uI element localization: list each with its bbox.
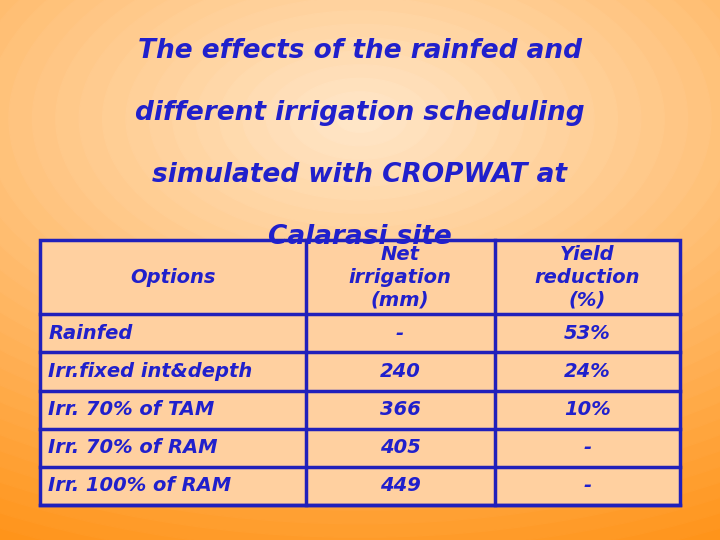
Ellipse shape <box>0 0 720 375</box>
Ellipse shape <box>337 105 384 132</box>
Ellipse shape <box>79 0 641 281</box>
Text: -: - <box>583 438 592 457</box>
Ellipse shape <box>173 11 547 227</box>
Text: Yield
reduction
(%): Yield reduction (%) <box>535 245 640 309</box>
Ellipse shape <box>32 0 688 308</box>
Ellipse shape <box>55 0 665 294</box>
Text: 10%: 10% <box>564 400 611 419</box>
Ellipse shape <box>313 92 407 146</box>
Ellipse shape <box>0 0 720 429</box>
Ellipse shape <box>150 0 571 240</box>
Text: 240: 240 <box>379 362 420 381</box>
Text: Rainfed: Rainfed <box>48 324 132 343</box>
Ellipse shape <box>289 78 431 159</box>
Ellipse shape <box>0 0 720 483</box>
Text: -: - <box>583 476 592 495</box>
Ellipse shape <box>102 0 618 267</box>
Ellipse shape <box>126 0 594 254</box>
Text: Net
irrigation
(mm): Net irrigation (mm) <box>348 245 451 309</box>
Ellipse shape <box>0 0 720 348</box>
Text: 24%: 24% <box>564 362 611 381</box>
Ellipse shape <box>0 0 720 362</box>
Ellipse shape <box>0 0 720 510</box>
Ellipse shape <box>0 0 720 470</box>
Text: The effects of the rainfed and: The effects of the rainfed and <box>138 38 582 64</box>
Text: 366: 366 <box>379 400 420 419</box>
Text: 449: 449 <box>379 476 420 495</box>
Text: Options: Options <box>130 268 215 287</box>
Ellipse shape <box>266 65 454 173</box>
Text: Irr.fixed int&depth: Irr.fixed int&depth <box>48 362 253 381</box>
Ellipse shape <box>0 0 720 456</box>
Ellipse shape <box>0 0 720 497</box>
Text: Irr. 100% of RAM: Irr. 100% of RAM <box>48 476 231 495</box>
Text: -: - <box>396 324 404 343</box>
Text: different irrigation scheduling: different irrigation scheduling <box>135 100 585 126</box>
Ellipse shape <box>0 0 720 443</box>
Text: 405: 405 <box>379 438 420 457</box>
Ellipse shape <box>9 0 711 321</box>
Text: Irr. 70% of TAM: Irr. 70% of TAM <box>48 400 215 419</box>
Ellipse shape <box>0 0 720 416</box>
Ellipse shape <box>0 0 720 524</box>
Text: 53%: 53% <box>564 324 611 343</box>
Ellipse shape <box>196 24 523 213</box>
Ellipse shape <box>0 0 720 335</box>
Ellipse shape <box>0 0 720 389</box>
Ellipse shape <box>0 0 720 402</box>
Text: Irr. 70% of RAM: Irr. 70% of RAM <box>48 438 217 457</box>
Ellipse shape <box>243 51 477 186</box>
Text: simulated with CROPWAT at: simulated with CROPWAT at <box>153 162 567 188</box>
Ellipse shape <box>220 38 500 200</box>
FancyBboxPatch shape <box>40 240 680 505</box>
Text: Calarasi site: Calarasi site <box>268 224 452 250</box>
